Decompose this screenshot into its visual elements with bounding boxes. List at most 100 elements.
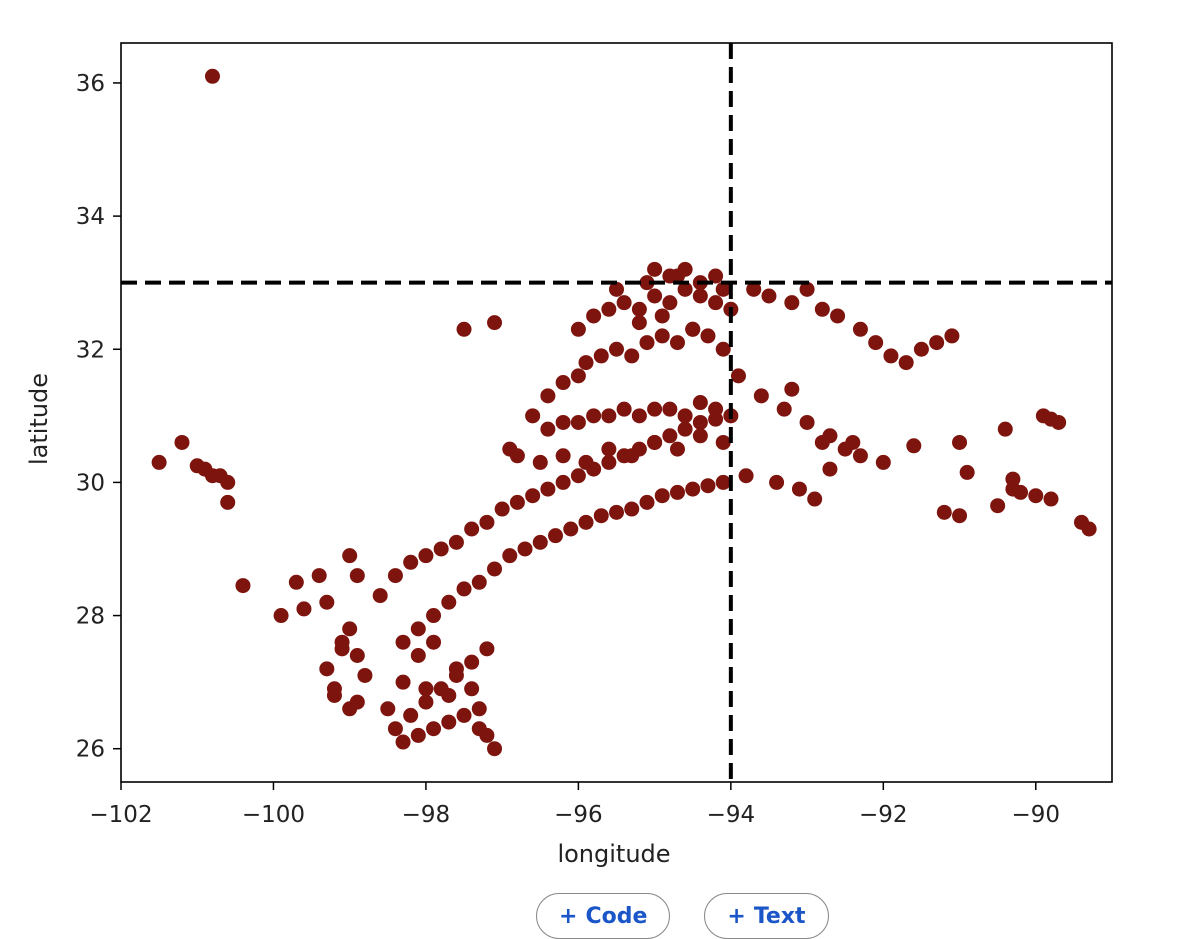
data-point (540, 421, 556, 437)
data-point (479, 514, 495, 530)
data-point (174, 434, 190, 450)
data-point (647, 261, 663, 277)
data-point (471, 574, 487, 590)
data-point (616, 401, 632, 417)
x-tick-label: −102 (89, 802, 152, 828)
data-point (418, 694, 434, 710)
data-point (151, 454, 167, 470)
data-point (791, 481, 807, 497)
data-point (540, 388, 556, 404)
data-point (616, 295, 632, 311)
data-point (776, 401, 792, 417)
data-point (753, 388, 769, 404)
data-point (647, 288, 663, 304)
data-point (296, 601, 312, 617)
data-point (403, 707, 419, 723)
y-tick-label: 34 (76, 204, 105, 230)
data-point (631, 408, 647, 424)
data-point (349, 648, 365, 664)
reference-lines (121, 43, 1112, 782)
data-point (601, 301, 617, 317)
data-point (487, 561, 503, 577)
data-point (387, 721, 403, 737)
cell-toolbar: + Code + Text (536, 893, 829, 939)
data-point (494, 501, 510, 517)
data-point (814, 301, 830, 317)
data-point (319, 594, 335, 610)
data-point (692, 288, 708, 304)
data-point (662, 401, 678, 417)
data-point (555, 474, 571, 490)
data-point (715, 341, 731, 357)
x-tick-label: −98 (402, 802, 451, 828)
data-point (464, 654, 480, 670)
data-point (647, 434, 663, 450)
data-point (1081, 521, 1097, 537)
data-point (631, 301, 647, 317)
data-point (639, 335, 655, 351)
data-point (715, 281, 731, 297)
data-point (487, 315, 503, 331)
x-axis-label: longitude (557, 840, 670, 868)
data-point (502, 441, 518, 457)
add-text-button[interactable]: + Text (704, 893, 829, 939)
data-point (433, 541, 449, 557)
y-tick-label: 28 (76, 604, 105, 630)
data-point (639, 275, 655, 291)
data-point (357, 667, 373, 683)
data-point (441, 687, 457, 703)
data-point (555, 414, 571, 430)
data-point (677, 421, 693, 437)
data-point (487, 741, 503, 757)
data-point (952, 434, 968, 450)
scatter-chart: −102 −100 −98 −96 −94 −92 −90 26 28 30 32 34 36 lon… (25, 42, 1113, 868)
data-point (715, 474, 731, 490)
data-point (578, 454, 594, 470)
data-point (464, 681, 480, 697)
data-point (952, 508, 968, 524)
data-point (654, 308, 670, 324)
data-point (395, 674, 411, 690)
data-point (288, 574, 304, 590)
data-point (708, 268, 724, 284)
data-point (273, 608, 289, 624)
data-point (593, 348, 609, 364)
plus-icon: + (727, 904, 746, 929)
data-point (639, 494, 655, 510)
data-point (730, 368, 746, 384)
data-point (913, 341, 929, 357)
data-point (669, 441, 685, 457)
data-point (700, 478, 716, 494)
data-point (906, 438, 922, 454)
data-point (410, 648, 426, 664)
data-point (570, 468, 586, 484)
data-point (692, 395, 708, 411)
data-point (624, 501, 640, 517)
data-point (410, 621, 426, 637)
data-point (997, 421, 1013, 437)
data-point (220, 474, 236, 490)
x-tick-label: −94 (707, 802, 756, 828)
data-point (418, 681, 434, 697)
data-point (403, 554, 419, 570)
data-point (525, 488, 541, 504)
add-code-button[interactable]: + Code (536, 893, 671, 939)
data-point (426, 608, 442, 624)
data-point (669, 335, 685, 351)
data-point (624, 348, 640, 364)
data-point (677, 261, 693, 277)
data-point (395, 734, 411, 750)
data-point (700, 328, 716, 344)
data-point (502, 548, 518, 564)
add-code-label: Code (585, 904, 648, 929)
data-point (662, 295, 678, 311)
data-point (761, 288, 777, 304)
data-point (525, 408, 541, 424)
data-point (959, 464, 975, 480)
data-point (708, 295, 724, 311)
data-point (601, 454, 617, 470)
data-point (456, 707, 472, 723)
data-point (464, 521, 480, 537)
y-tick-label: 26 (76, 737, 105, 763)
data-point (387, 568, 403, 584)
